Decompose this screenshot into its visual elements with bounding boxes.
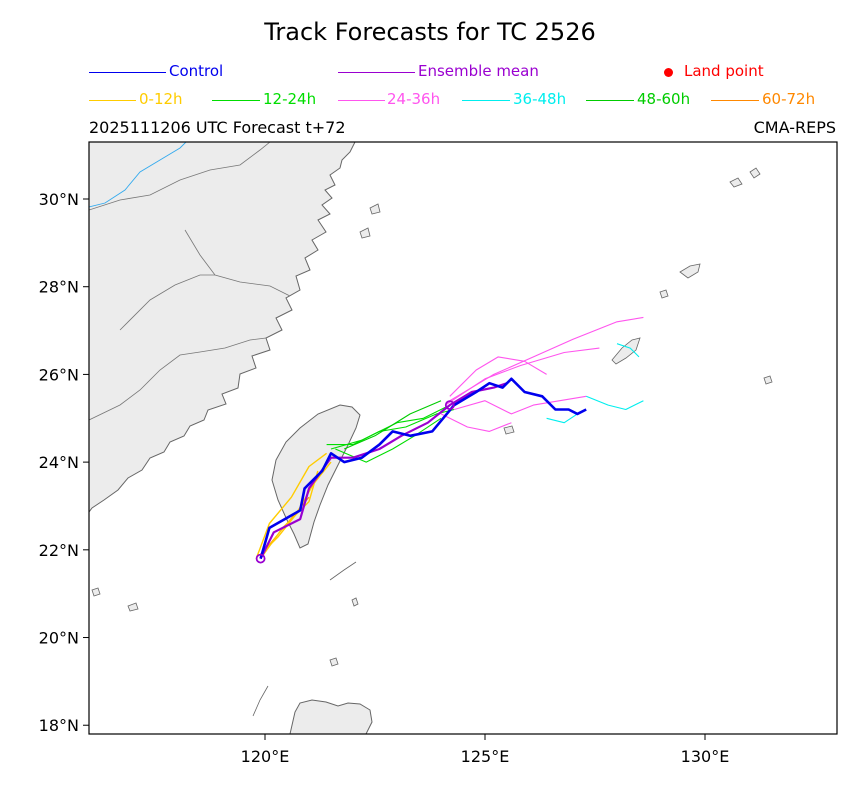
river xyxy=(89,142,187,208)
legend-land-dot xyxy=(664,68,673,77)
legend-control-line xyxy=(89,72,166,73)
legend-period-line xyxy=(89,100,136,101)
legend-mean-line xyxy=(338,72,415,73)
y-tick-label: 22°N xyxy=(39,541,79,560)
legend-period-label: 0-12h xyxy=(139,90,183,108)
track-line xyxy=(454,395,587,415)
y-tick-label: 18°N xyxy=(39,716,79,735)
track-series xyxy=(255,316,644,564)
small-islands xyxy=(91,167,773,667)
legend-period-line xyxy=(711,100,759,101)
y-tick-label: 20°N xyxy=(39,629,79,648)
legend-period-line xyxy=(586,100,634,101)
track-line xyxy=(449,356,547,397)
plot-frame xyxy=(88,141,838,735)
typhoon-symbol xyxy=(444,400,455,411)
province-boundary xyxy=(89,337,267,421)
province-boundary xyxy=(119,274,215,331)
track-line xyxy=(616,343,640,358)
legend-control-label: Control xyxy=(169,62,224,80)
legend-period-label: 36-48h xyxy=(513,90,567,108)
track-line xyxy=(259,382,508,560)
legend-land-label: Land point xyxy=(684,62,764,80)
model-name-label: CMA-REPS xyxy=(753,118,836,137)
chart-title: Track Forecasts for TC 2526 xyxy=(264,18,596,46)
mainland-landmass xyxy=(89,142,356,513)
y-tick-label: 24°N xyxy=(39,453,79,472)
track-line xyxy=(445,347,600,406)
luzon-island xyxy=(289,699,373,734)
province-boundary xyxy=(89,142,271,211)
legend-period-line xyxy=(338,100,385,101)
legend-period-label: 24-36h xyxy=(387,90,441,108)
legend-period-label: 60-72h xyxy=(762,90,816,108)
track-line xyxy=(546,413,578,424)
track-line xyxy=(343,400,442,450)
legend-period-line xyxy=(462,100,510,101)
y-tick-label: 26°N xyxy=(39,365,79,384)
forecast-time-label: 2025111206 UTC Forecast t+72 xyxy=(89,118,346,137)
x-tick-label: 125°E xyxy=(461,747,510,766)
track-line xyxy=(260,470,319,560)
x-tick-label: 130°E xyxy=(681,747,730,766)
island-chain xyxy=(252,561,357,717)
y-tick-label: 30°N xyxy=(39,190,79,209)
track-line xyxy=(440,413,512,432)
legend-period-line xyxy=(212,100,260,101)
y-tick-label: 28°N xyxy=(39,278,79,297)
legend-period-label: 48-60h xyxy=(637,90,691,108)
legend-period-label: 12-24h xyxy=(263,90,317,108)
typhoon-symbol xyxy=(255,553,266,564)
track-line xyxy=(585,395,644,411)
track-line xyxy=(259,377,587,559)
axis-ticks: 120°E 125°E 130°E 18°N 20°N 22°N 24°N 26°N 28°N 3… xyxy=(39,190,730,766)
province-boundary xyxy=(184,229,291,297)
x-tick-label: 120°E xyxy=(241,747,290,766)
legend-mean-label: Ensemble mean xyxy=(418,62,539,80)
track-line xyxy=(255,452,328,559)
